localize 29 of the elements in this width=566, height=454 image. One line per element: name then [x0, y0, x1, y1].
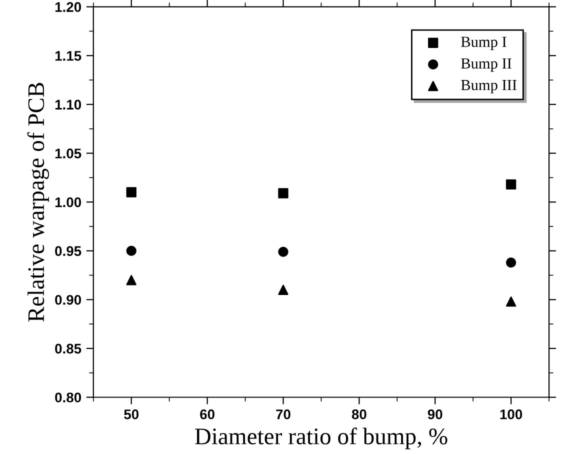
x-tick-label: 50 [124, 409, 139, 420]
point [126, 187, 136, 198]
legend-label: Bump III [461, 80, 517, 94]
point [278, 188, 288, 198]
y-tick-label: 1.15 [55, 51, 82, 61]
point [506, 179, 516, 190]
legend-label: Bump II [461, 58, 512, 72]
y-tick-label: 0.85 [55, 344, 82, 354]
point [278, 246, 288, 257]
y-tick-label: 1.00 [55, 197, 82, 208]
legend-label: Bump I [461, 36, 506, 50]
point [506, 296, 516, 307]
x-tick-label: 60 [200, 409, 214, 420]
x-tick-label: 90 [428, 409, 442, 420]
y-tick-label: 1.10 [55, 100, 82, 110]
point [278, 284, 288, 295]
point [126, 275, 136, 286]
y-tick-label: 1.20 [55, 2, 82, 12]
point [126, 246, 136, 256]
y-tick-label: 1.05 [55, 148, 82, 158]
y-tick-label: 0.90 [55, 294, 82, 305]
x-tick-label: 100 [500, 409, 522, 420]
y-tick-label: 0.95 [55, 246, 82, 256]
x-tick-label: 70 [276, 409, 290, 420]
point [506, 257, 516, 268]
x-axis-title: Diameter ratio of bump, % [195, 428, 448, 450]
y-tick-label: 0.80 [55, 392, 82, 402]
y-axis-title: Relative warpage of PCB [27, 82, 49, 322]
x-tick-label: 80 [352, 409, 366, 420]
